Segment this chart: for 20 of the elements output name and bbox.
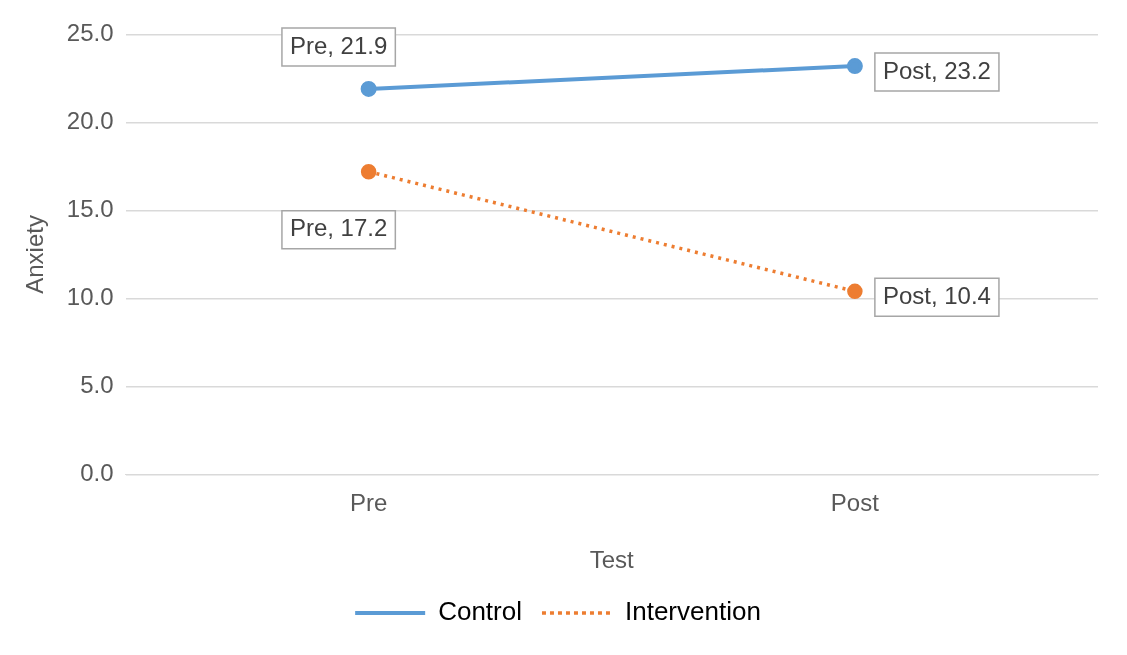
x-axis-title: Test — [589, 546, 635, 574]
y-tick-label: 20.0 — [66, 107, 114, 135]
point — [847, 283, 863, 300]
y-tick-label: 10.0 — [66, 283, 114, 311]
y-tick-label: 25.0 — [66, 19, 114, 47]
point — [360, 163, 377, 180]
point — [360, 80, 377, 97]
legend-label: Intervention — [624, 596, 761, 627]
data-label: Pre, 21.9 — [289, 31, 388, 59]
point — [846, 58, 863, 75]
data-label: Post, 23.2 — [882, 56, 991, 84]
y-tick-label: 5.0 — [80, 371, 114, 399]
x-tick-label: Pre — [349, 489, 388, 517]
y-axis-title: Anxiety — [21, 215, 49, 294]
y-tick-label: 0.0 — [80, 459, 114, 487]
x-tick-label: Post — [830, 489, 880, 517]
legend-label: Control — [438, 596, 522, 627]
data-label: Post, 10.4 — [882, 281, 991, 309]
y-tick-label: 15.0 — [66, 195, 114, 223]
data-label: Pre, 17.2 — [289, 214, 388, 242]
